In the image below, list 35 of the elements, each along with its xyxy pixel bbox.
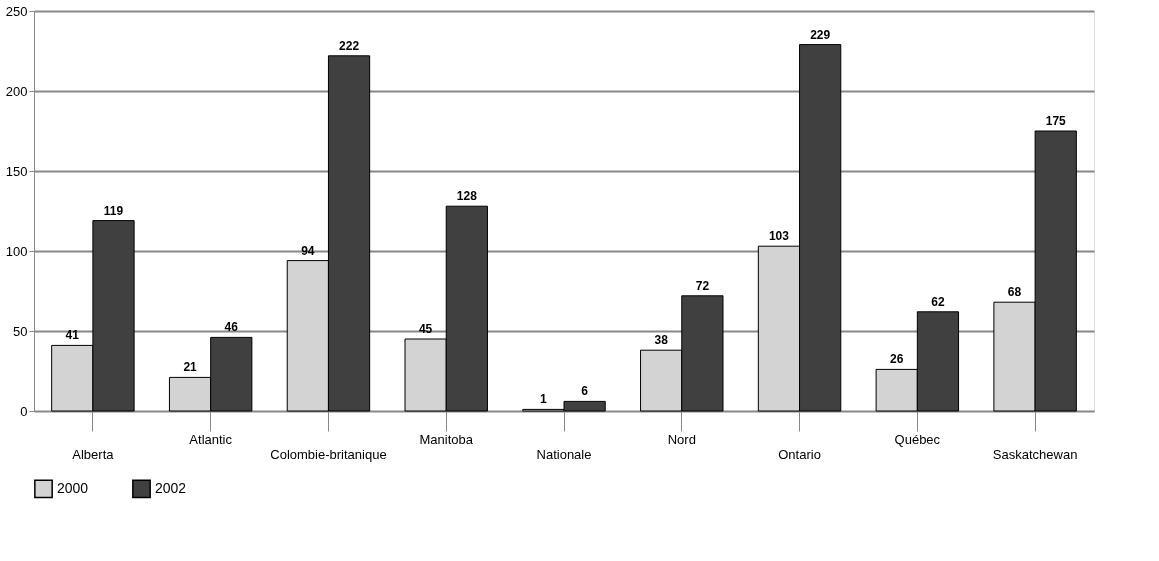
data-label: 45 xyxy=(418,322,433,336)
legend-label: 2000 xyxy=(57,479,89,496)
data-label: 46 xyxy=(224,320,239,335)
data-label: 6 xyxy=(581,384,589,399)
y-tick-label: 100 xyxy=(5,243,28,259)
y-tick-label: 250 xyxy=(5,3,28,19)
data-label: 68 xyxy=(1007,285,1022,300)
data-label: 175 xyxy=(1045,114,1067,128)
x-tick-label: Manitoba xyxy=(419,431,474,447)
legend-label: 2002 xyxy=(155,479,187,496)
data-label: 222 xyxy=(339,38,360,53)
data-label: 41 xyxy=(65,328,80,343)
y-tick-label: 150 xyxy=(5,163,28,179)
x-tick-label: Colombie-britanique xyxy=(270,446,387,462)
x-tick-label: Ontario xyxy=(778,446,821,462)
data-label: 72 xyxy=(695,278,710,293)
x-tick-label: Nord xyxy=(667,431,696,447)
data-label: 1 xyxy=(540,392,548,407)
data-label: 21 xyxy=(183,360,198,375)
x-tick-label: Atlantic xyxy=(189,431,233,447)
data-label: 128 xyxy=(456,189,478,204)
x-tick-label: Alberta xyxy=(72,446,115,462)
x-tick-label: Nationale xyxy=(536,446,592,462)
x-tick-label: Québec xyxy=(894,431,941,447)
y-tick-label: 200 xyxy=(5,83,28,99)
data-label: 103 xyxy=(768,229,790,244)
data-label: 62 xyxy=(931,294,945,309)
data-label: 119 xyxy=(103,203,124,218)
data-label: 94 xyxy=(301,243,315,258)
data-label: 229 xyxy=(810,27,831,42)
y-tick-label: 0 xyxy=(20,403,28,419)
y-tick-label: 50 xyxy=(13,323,28,339)
data-label: 38 xyxy=(654,333,669,348)
data-label: 26 xyxy=(890,352,904,367)
x-tick-label: Saskatchewan xyxy=(992,446,1078,462)
